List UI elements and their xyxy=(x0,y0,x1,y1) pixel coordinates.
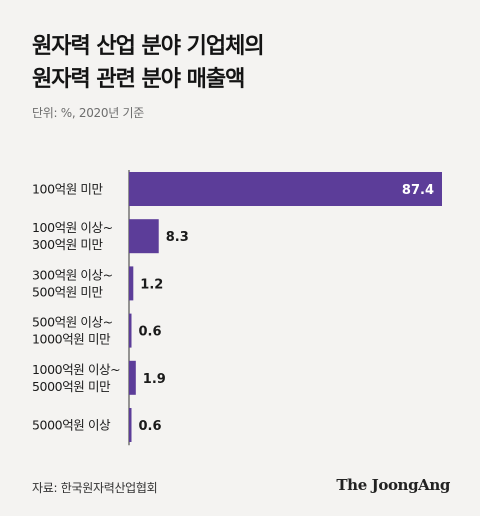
title-line-1: 원자력 산업 분야 기업체의 xyxy=(32,34,265,59)
value-label: 87.4 xyxy=(402,183,434,198)
value-label: 0.6 xyxy=(139,325,162,340)
source-note: 자료: 한국원자력산업협회 xyxy=(32,481,158,495)
category-label: 1000억원 이상~ 5000억원 미만 xyxy=(32,362,120,394)
value-label: 1.2 xyxy=(140,277,163,292)
value-label: 0.6 xyxy=(139,419,162,434)
title-line-2: 원자력 관련 분야 매출액 xyxy=(32,67,245,92)
bar xyxy=(129,360,136,395)
bar xyxy=(129,172,442,206)
category-label: 300억원 이상~ 500억원 미만 xyxy=(32,267,113,299)
bar xyxy=(129,266,134,301)
bar xyxy=(129,219,159,254)
bar xyxy=(129,313,132,348)
category-label: 500억원 이상~ 1000억원 미만 xyxy=(32,315,113,347)
bar xyxy=(129,408,132,442)
publisher-logo: The JoongAng xyxy=(336,476,450,494)
value-label: 8.3 xyxy=(166,230,189,245)
category-label: 100억원 미만 xyxy=(32,182,104,197)
chart-title: 원자력 산업 분야 기업체의 원자력 관련 분야 매출액 xyxy=(32,30,265,96)
unit-note: 단위: %, 2020년 기준 xyxy=(32,106,144,120)
category-label: 100억원 이상~ 300억원 미만 xyxy=(32,220,113,252)
category-label: 5000억원 이상 xyxy=(32,418,111,433)
value-label: 1.9 xyxy=(143,372,166,387)
